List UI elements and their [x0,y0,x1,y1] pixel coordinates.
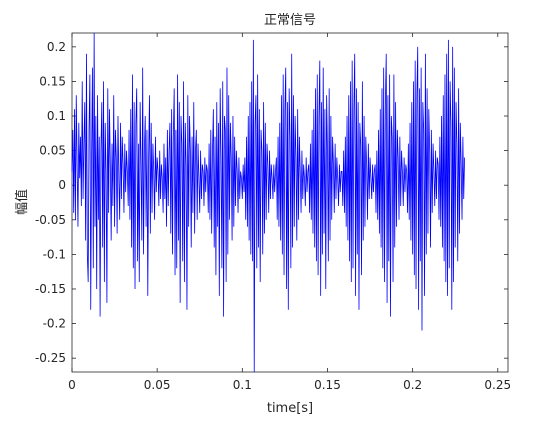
y-tick-label: -0.2 [43,317,66,331]
y-axis-label: 幅值 [14,189,30,215]
x-tick-label: 0 [68,378,76,392]
y-tick-label: 0.1 [47,109,66,123]
y-tick-label: 0.05 [39,144,66,158]
x-tick-label: 0.2 [403,378,422,392]
y-tick-label: -0.1 [43,247,66,261]
y-tick-label: 0 [58,178,66,192]
axes-box [71,32,509,373]
y-tick-label: -0.05 [35,213,66,227]
plot-area: 0 0.05 0.1 0.15 0.2 0.25 -0.25-0.2-0.15-0.1-0… [35,32,511,392]
x-axis-label: time[s] [267,401,313,416]
chart-title: 正常信号 [264,13,316,28]
x-tick-label: 0.15 [314,378,341,392]
x-axis-ticks: 0 0.05 0.1 0.15 0.2 0.25 [68,33,511,392]
x-tick-label: 0.1 [233,378,252,392]
y-tick-label: 0.2 [47,40,66,54]
y-tick-label: -0.15 [35,282,66,296]
x-tick-label: 0.05 [144,378,171,392]
signal-series-line [71,32,465,373]
y-tick-label: 0.15 [39,74,66,88]
y-tick-label: -0.25 [35,351,66,365]
x-tick-label: 0.25 [484,378,511,392]
y-axis-ticks: -0.25 -0.2 -0.15 -0.1 -0.05 0 0.05 0.1 0.15 0.2 [35,40,508,365]
